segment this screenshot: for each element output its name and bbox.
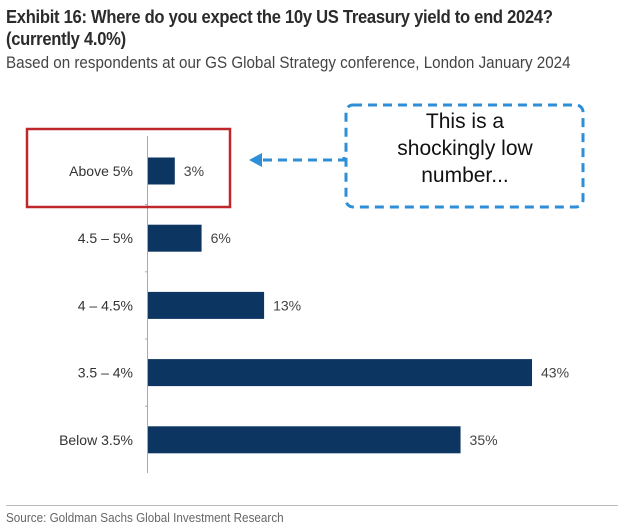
callout-text: This is a shockingly low number... xyxy=(349,108,581,189)
value-label: 3% xyxy=(184,163,204,179)
callout-line: shockingly low xyxy=(397,137,533,160)
callout-arrow-head xyxy=(249,153,262,167)
callout-box xyxy=(344,103,585,209)
value-label: 6% xyxy=(211,230,231,246)
chart-subtitle: Based on respondents at our GS Global St… xyxy=(6,54,571,72)
footer-divider xyxy=(6,505,618,506)
bar xyxy=(148,426,461,454)
chart-title: Exhibit 16: Where do you expect the 10y … xyxy=(6,7,553,49)
category-label: 4.5 – 5% xyxy=(78,230,133,246)
highlight-box xyxy=(25,127,232,209)
callout-line: number... xyxy=(421,164,509,187)
bar xyxy=(148,157,175,185)
bar xyxy=(148,291,265,319)
category-label: Below 3.5% xyxy=(59,432,133,448)
value-label: 35% xyxy=(470,432,498,448)
source-note: Source: Goldman Sachs Global Investment … xyxy=(6,510,284,525)
category-label: 3.5 – 4% xyxy=(78,365,133,381)
bars-group: Above 5% 3% 4.5 – 5% 6% 4 – 4.5% 13% 3.5 – 4% 4… xyxy=(59,157,569,454)
category-label: Above 5% xyxy=(69,163,133,179)
callout-arrow-line xyxy=(262,157,346,162)
bar xyxy=(148,359,532,387)
value-label: 13% xyxy=(273,297,301,313)
value-label: 43% xyxy=(541,365,569,381)
callout-line: This is a xyxy=(425,110,505,133)
bar xyxy=(148,224,202,252)
category-label: 4 – 4.5% xyxy=(78,297,133,313)
